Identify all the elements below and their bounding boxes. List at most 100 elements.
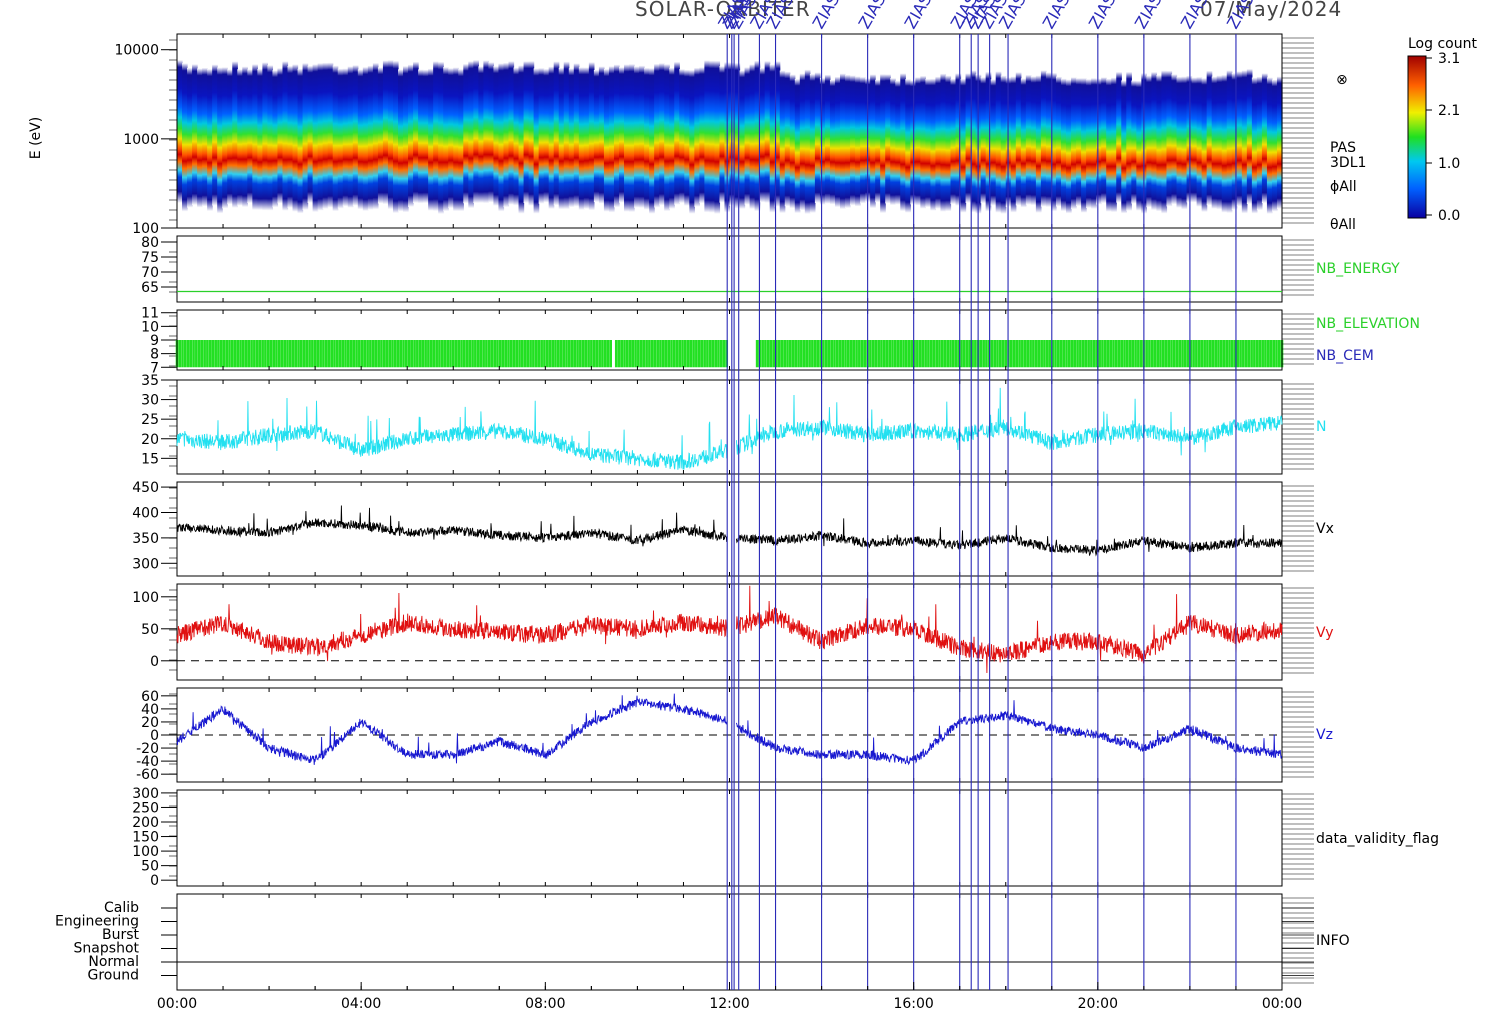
vx-ytick-label: 400: [132, 505, 159, 521]
spectrogram-column: [895, 80, 901, 205]
vx-ytick-label: 300: [132, 556, 159, 572]
spectrogram-side-label: ϕAll: [1330, 179, 1357, 195]
spectrogram-column: [513, 67, 520, 206]
colorbar-tick-label: 0.0: [1438, 208, 1460, 224]
spectrogram-column: [292, 64, 299, 212]
spectrogram-column: [1226, 70, 1233, 214]
spectrogram-column: [287, 65, 294, 208]
spectrogram-column: [824, 74, 831, 204]
spectrogram-column: [227, 69, 233, 205]
spectrogram-column: [784, 71, 791, 207]
title-mission: SOLAR-ORBITER: [635, 0, 811, 21]
spectrogram-column: [297, 68, 304, 214]
spectrogram-column: [1271, 79, 1278, 212]
spectrogram-column: [573, 63, 580, 207]
spectrogram-column: [553, 61, 560, 206]
spectrogram-column: [327, 62, 334, 208]
spectrogram-column: [307, 65, 314, 203]
spectrogram-column: [860, 76, 866, 204]
vz-ytick-label: -40: [136, 754, 159, 770]
spectrogram-column: [634, 66, 640, 208]
spectrogram-column: [342, 68, 349, 207]
spectrogram-column: [669, 67, 675, 209]
colorbar-title: Log count: [1408, 36, 1477, 52]
spectrogram-column: [217, 67, 223, 214]
nb-energy-ytick-label: 70: [141, 265, 159, 281]
spectrogram-column: [387, 60, 394, 210]
spectrogram-column: [1000, 75, 1007, 214]
spectrogram-column: [1231, 72, 1238, 210]
spectrogram-column: [1266, 77, 1273, 214]
spectrogram-column: [850, 75, 856, 206]
vy-ytick-label: 100: [132, 590, 159, 606]
spectrogram-column: [985, 71, 992, 212]
spectrogram-column: [1045, 72, 1052, 208]
x-tick-label: 08:00: [525, 996, 565, 1012]
info-label: INFO: [1316, 933, 1350, 949]
spectrogram-column: [1055, 76, 1062, 207]
nb-cem-label: NB_CEM: [1316, 348, 1374, 364]
nb-energy-label: NB_ENERGY: [1316, 261, 1400, 277]
spectrogram-column: [488, 62, 495, 203]
spectrogram-column: [1146, 75, 1153, 208]
spectrogram-column: [252, 64, 258, 210]
spectrogram-column: [1191, 77, 1198, 203]
vz-ytick-label: -20: [136, 741, 159, 757]
event-label: ZIAS: [855, 0, 890, 32]
spectrogram-column: [950, 78, 957, 205]
spectrogram-column: [935, 76, 942, 209]
spectrogram-column: [177, 60, 183, 203]
nb-elevation-ytick-label: 9: [150, 333, 159, 349]
spectrogram-column: [613, 64, 620, 208]
spectrogram-column: [970, 70, 977, 213]
spectrogram-column: [624, 64, 630, 212]
spectrogram-column: [428, 68, 434, 211]
spectrogram-column: [990, 79, 997, 206]
validity-ytick-label: 200: [132, 815, 159, 831]
spectrogram-column: [1161, 70, 1168, 214]
info-category-label: Snapshot: [74, 941, 140, 957]
spectrogram-column: [583, 67, 590, 209]
spectrogram-column: [543, 68, 550, 203]
spectrogram-column: [1076, 78, 1082, 207]
title-date: 07/May/2024: [1200, 0, 1342, 21]
spectrogram-column: [247, 69, 253, 204]
vy-series-line: [176, 585, 1283, 674]
vz-label: Vz: [1316, 727, 1333, 743]
info-category-label: Ground: [88, 968, 140, 984]
spectrogram-ytick-label: 100: [132, 221, 159, 237]
spectrogram-column: [382, 60, 389, 205]
spectrogram-column: [885, 74, 891, 204]
spectrogram-column: [1176, 76, 1183, 208]
vx-ytick-label: 350: [132, 531, 159, 547]
spectrogram-column: [920, 75, 926, 209]
spectrogram-column: [1066, 79, 1072, 214]
spectrogram-image: [177, 59, 1283, 214]
spectrogram-column: [508, 61, 515, 205]
spectrogram-column: [945, 75, 952, 212]
spectrogram-column: [689, 69, 695, 214]
spectrogram-column: [528, 61, 535, 206]
spectrogram-column: [940, 73, 947, 212]
vx-ytick-label: 450: [132, 480, 159, 496]
validity-ytick-label: 150: [132, 830, 159, 846]
spectrogram-column: [1261, 73, 1268, 204]
spectrogram-column: [1030, 76, 1037, 206]
vx-frame: [176, 481, 1283, 577]
vy-ytick-label: 0: [150, 654, 159, 670]
spectrogram-column: [774, 61, 781, 207]
spectrogram-ytick-label: 10000: [114, 43, 159, 59]
spectrogram-side-label: PAS: [1330, 140, 1356, 156]
spectrogram-column: [759, 67, 766, 203]
spectrogram-column: [413, 61, 419, 203]
spectrogram-column: [659, 63, 665, 206]
x-tick-label: 16:00: [893, 996, 933, 1012]
spectrogram-column: [468, 61, 474, 209]
spectrogram-column: [679, 69, 685, 204]
spectrogram-column: [1116, 71, 1122, 203]
spectrogram-column: [1256, 76, 1263, 211]
spectrogram-column: [834, 76, 841, 208]
spectrogram-column: [272, 70, 279, 208]
spectrogram-column: [222, 67, 228, 209]
spectrogram-column: [593, 69, 600, 203]
